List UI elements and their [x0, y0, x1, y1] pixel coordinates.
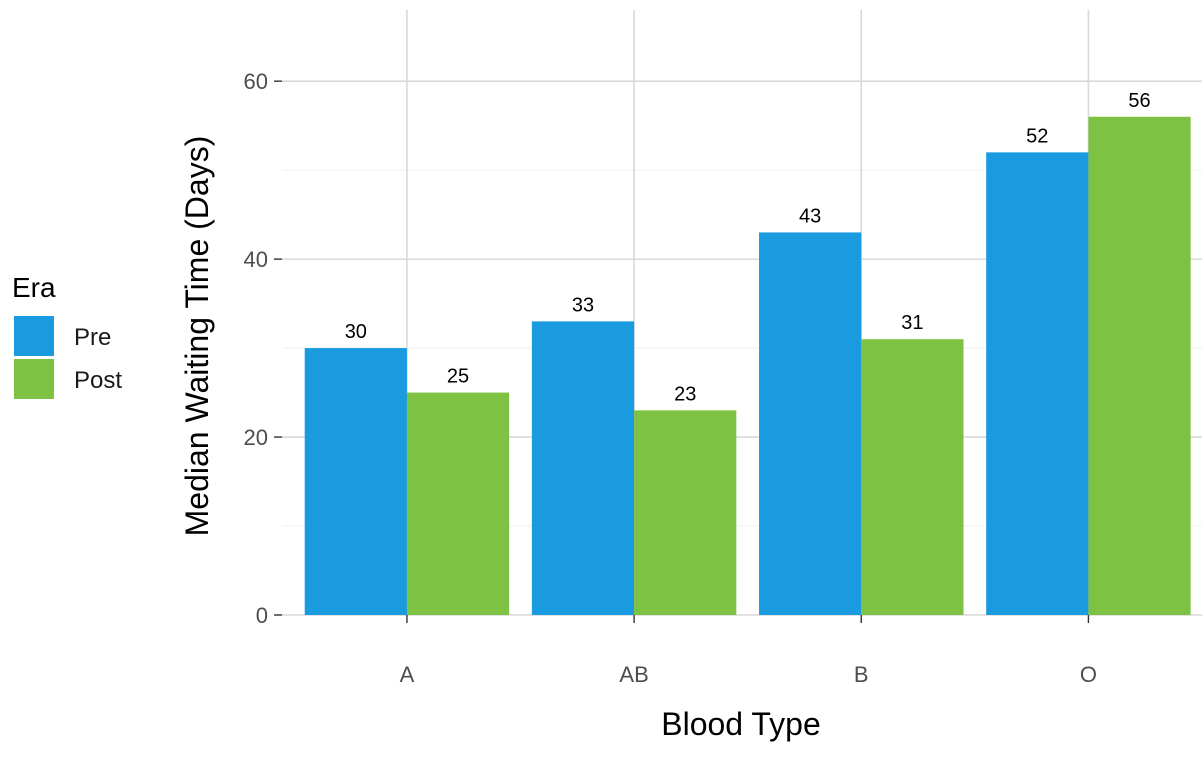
bar-post-o: [1088, 116, 1191, 615]
data-label: 33: [572, 294, 594, 316]
y-tick-label: 20: [244, 425, 268, 450]
bar-post-a: [406, 392, 510, 615]
bar-pre-b: [759, 232, 862, 616]
y-axis-title: Median Waiting Time (Days): [179, 136, 215, 537]
data-label: 31: [901, 312, 923, 334]
x-tick-label: AB: [619, 662, 648, 687]
legend: Era Pre Post: [12, 272, 122, 399]
x-tick-label: O: [1080, 662, 1097, 687]
y-tick-label: 40: [244, 247, 268, 272]
data-label: 43: [799, 205, 821, 227]
legend-label-pre: Pre: [74, 324, 111, 351]
data-label: 56: [1128, 90, 1150, 112]
y-tick-label: 60: [244, 69, 268, 94]
x-tick-label: B: [854, 662, 869, 687]
data-label: 30: [345, 321, 367, 343]
axes: 0 20 40 60 A AB B O: [244, 69, 1097, 687]
data-labels: 30 33 43 52 25 23 31 56: [345, 90, 1151, 406]
bar-pre-o: [986, 152, 1089, 615]
bars: [304, 116, 1191, 616]
y-tick-label: 0: [256, 603, 268, 628]
data-label: 52: [1026, 125, 1048, 147]
legend-label-post: Post: [74, 367, 122, 394]
x-axis-title: Blood Type: [661, 706, 821, 742]
bar-pre-ab: [531, 321, 635, 615]
legend-key-post: [14, 359, 54, 399]
data-label: 23: [674, 383, 696, 405]
data-label: 25: [447, 366, 469, 388]
bar-pre-a: [304, 348, 407, 615]
bar-post-ab: [634, 410, 737, 615]
bar-post-b: [861, 339, 964, 615]
legend-title: Era: [12, 272, 56, 303]
x-tick-label: A: [400, 662, 415, 687]
legend-key-pre: [14, 316, 54, 356]
